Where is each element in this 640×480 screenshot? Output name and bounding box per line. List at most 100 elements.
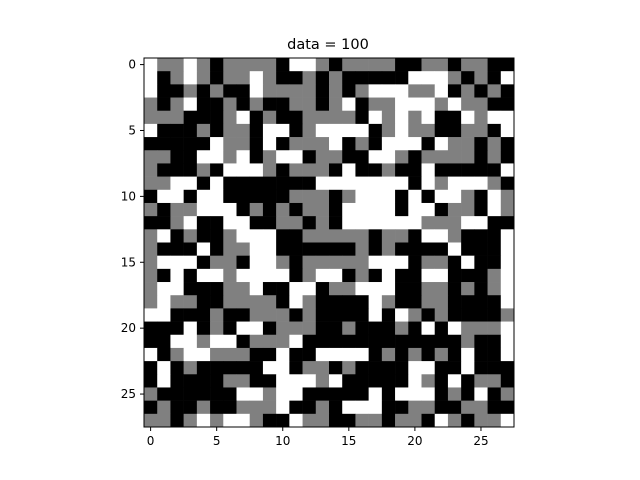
heatmap-cell (447, 400, 462, 415)
heatmap-cell (342, 361, 356, 375)
heatmap-cell (461, 216, 475, 230)
heatmap-cell (381, 97, 396, 112)
heatmap-cell (381, 189, 396, 204)
heatmap-cell (355, 110, 369, 125)
heatmap-cell (434, 216, 449, 230)
heatmap-cell (315, 189, 330, 204)
heatmap-cell (170, 110, 184, 125)
heatmap-cell (342, 150, 356, 164)
heatmap-cell (355, 295, 369, 309)
heatmap-cell (474, 347, 488, 362)
heatmap-cell (183, 176, 198, 191)
heatmap-cell (157, 321, 171, 336)
heatmap-cell (302, 150, 317, 164)
heatmap-cell (236, 71, 251, 85)
heatmap-cell (157, 295, 171, 309)
heatmap-cell (249, 163, 264, 177)
heatmap-cell (170, 347, 184, 362)
heatmap-cell (421, 242, 436, 256)
heatmap-cell (500, 387, 515, 401)
heatmap-cell (170, 97, 184, 112)
heatmap-cell (249, 242, 264, 256)
heatmap-cell (223, 176, 237, 191)
heatmap-cell (262, 295, 277, 309)
heatmap-cell (170, 216, 184, 230)
heatmap-cell (289, 347, 303, 362)
heatmap-cell (157, 123, 171, 138)
heatmap-cell (196, 387, 211, 401)
heatmap-cell (236, 308, 251, 322)
heatmap-cell (381, 150, 396, 164)
heatmap-cell (302, 255, 317, 270)
heatmap-cell (421, 150, 436, 164)
heatmap-cell (315, 361, 330, 375)
heatmap-cell (210, 334, 224, 349)
heatmap-cell (157, 400, 171, 415)
heatmap-cell (434, 189, 449, 204)
heatmap-cell (302, 361, 317, 375)
heatmap-cell (289, 268, 303, 283)
heatmap-cell (289, 282, 303, 296)
heatmap-cell (144, 176, 158, 191)
heatmap-cell (368, 150, 383, 164)
heatmap-cell (500, 347, 515, 362)
heatmap-cell (157, 255, 171, 270)
heatmap-cell (487, 202, 502, 217)
heatmap-cell (487, 176, 502, 191)
heatmap-cell (289, 255, 303, 270)
heatmap-cell (183, 242, 198, 256)
heatmap-cell (355, 229, 369, 243)
heatmap-cell (144, 216, 158, 230)
x-tick-label: 20 (407, 434, 422, 448)
heatmap-cell (302, 229, 317, 243)
heatmap-cell (196, 347, 211, 362)
heatmap-cell (474, 176, 488, 191)
heatmap-cell (434, 97, 449, 112)
heatmap-cell (196, 176, 211, 191)
heatmap-cell (276, 202, 290, 217)
heatmap-cell (249, 229, 264, 243)
heatmap-cell (223, 268, 237, 283)
heatmap-cell (368, 176, 383, 191)
heatmap-cell (447, 361, 462, 375)
heatmap-cell (461, 150, 475, 164)
heatmap-cell (289, 374, 303, 388)
heatmap-cell (474, 84, 488, 98)
heatmap-cell (381, 282, 396, 296)
heatmap-cell (434, 361, 449, 375)
heatmap-cell (395, 123, 409, 138)
heatmap-cell (210, 189, 224, 204)
heatmap-cell (395, 97, 409, 112)
heatmap-cell (421, 361, 436, 375)
heatmap-cell (183, 268, 198, 283)
heatmap-cell (236, 189, 251, 204)
heatmap-cell (236, 387, 251, 401)
heatmap-cell (315, 400, 330, 415)
heatmap-cell (500, 308, 515, 322)
heatmap-cell (342, 242, 356, 256)
heatmap-cell (302, 97, 317, 112)
heatmap-cell (157, 71, 171, 85)
heatmap-cell (302, 110, 317, 125)
heatmap-cell (381, 242, 396, 256)
heatmap-cell (289, 229, 303, 243)
heatmap-cell (196, 361, 211, 375)
heatmap-cell (262, 255, 277, 270)
heatmap-cell (487, 150, 502, 164)
heatmap-cell (434, 137, 449, 151)
heatmap-cell (395, 321, 409, 336)
heatmap-cell (368, 347, 383, 362)
heatmap-cell (262, 374, 277, 388)
heatmap-cell (196, 400, 211, 415)
heatmap-cell (249, 123, 264, 138)
y-tick-label: 5 (128, 123, 136, 137)
heatmap-cell (249, 97, 264, 112)
heatmap-cell (434, 202, 449, 217)
heatmap-cell (170, 58, 184, 72)
heatmap-cell (302, 400, 317, 415)
heatmap-cell (461, 347, 475, 362)
heatmap-cell (196, 255, 211, 270)
heatmap-cell (223, 137, 237, 151)
heatmap-cell (236, 295, 251, 309)
heatmap-cell (355, 216, 369, 230)
